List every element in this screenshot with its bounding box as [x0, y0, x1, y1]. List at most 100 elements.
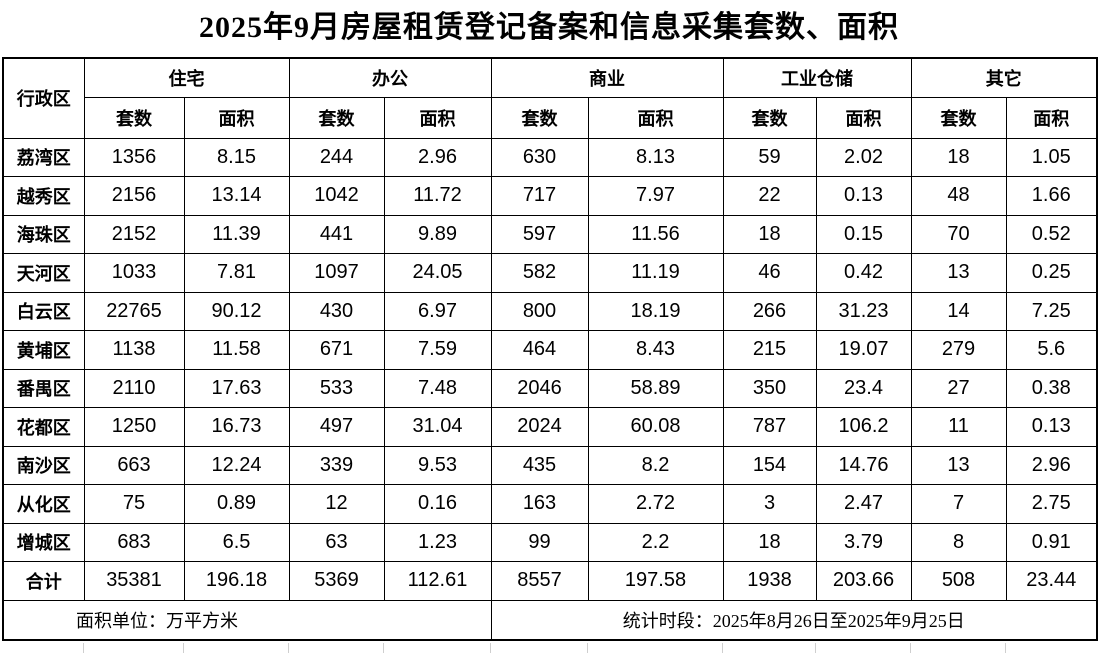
sub-header[interactable]: 面积: [1005, 96, 1098, 139]
value-cell[interactable]: 99: [490, 522, 589, 562]
value-cell[interactable]: 18: [910, 137, 1007, 177]
value-cell[interactable]: 671: [288, 330, 385, 370]
value-cell[interactable]: 11.58: [183, 330, 290, 370]
value-cell[interactable]: 7.81: [183, 253, 290, 293]
group-header[interactable]: 其它: [910, 57, 1098, 98]
value-cell[interactable]: 70: [910, 214, 1007, 254]
value-cell[interactable]: 1138: [83, 330, 185, 370]
value-cell[interactable]: 441: [288, 214, 385, 254]
area-unit-note[interactable]: 面积单位：万平方米: [2, 599, 492, 641]
sub-header[interactable]: 套数: [490, 96, 589, 139]
corner-header-district[interactable]: 行政区: [2, 57, 85, 139]
value-cell[interactable]: 154: [722, 445, 817, 485]
value-cell[interactable]: 22: [722, 176, 817, 216]
value-cell[interactable]: 464: [490, 330, 589, 370]
value-cell[interactable]: 0.13: [1005, 407, 1098, 447]
group-header[interactable]: 办公: [288, 57, 492, 98]
value-cell[interactable]: 508: [910, 561, 1007, 601]
value-cell[interactable]: 717: [490, 176, 589, 216]
value-cell[interactable]: 9.89: [383, 214, 492, 254]
value-cell[interactable]: 7.25: [1005, 291, 1098, 331]
value-cell[interactable]: 203.66: [815, 561, 912, 601]
sub-header[interactable]: 面积: [383, 96, 492, 139]
value-cell[interactable]: 63: [288, 522, 385, 562]
value-cell[interactable]: 2.75: [1005, 484, 1098, 524]
value-cell[interactable]: 14: [910, 291, 1007, 331]
value-cell[interactable]: 1042: [288, 176, 385, 216]
sub-header[interactable]: 面积: [183, 96, 290, 139]
value-cell[interactable]: 11.56: [587, 214, 724, 254]
district-cell[interactable]: 黄埔区: [2, 330, 85, 370]
district-cell[interactable]: 海珠区: [2, 214, 85, 254]
value-cell[interactable]: 9.53: [383, 445, 492, 485]
value-cell[interactable]: 35381: [83, 561, 185, 601]
value-cell[interactable]: 112.61: [383, 561, 492, 601]
value-cell[interactable]: 23.4: [815, 368, 912, 408]
value-cell[interactable]: 0.91: [1005, 522, 1098, 562]
value-cell[interactable]: 22765: [83, 291, 185, 331]
value-cell[interactable]: 6.97: [383, 291, 492, 331]
value-cell[interactable]: 430: [288, 291, 385, 331]
value-cell[interactable]: 2156: [83, 176, 185, 216]
value-cell[interactable]: 23.44: [1005, 561, 1098, 601]
value-cell[interactable]: 19.07: [815, 330, 912, 370]
sub-header[interactable]: 套数: [83, 96, 185, 139]
value-cell[interactable]: 60.08: [587, 407, 724, 447]
value-cell[interactable]: 2.02: [815, 137, 912, 177]
value-cell[interactable]: 7.97: [587, 176, 724, 216]
district-cell[interactable]: 南沙区: [2, 445, 85, 485]
value-cell[interactable]: 0.38: [1005, 368, 1098, 408]
value-cell[interactable]: 533: [288, 368, 385, 408]
value-cell[interactable]: 339: [288, 445, 385, 485]
value-cell[interactable]: 597: [490, 214, 589, 254]
value-cell[interactable]: 7: [910, 484, 1007, 524]
value-cell[interactable]: 630: [490, 137, 589, 177]
value-cell[interactable]: 12.24: [183, 445, 290, 485]
value-cell[interactable]: 13: [910, 445, 1007, 485]
value-cell[interactable]: 16.73: [183, 407, 290, 447]
value-cell[interactable]: 24.05: [383, 253, 492, 293]
value-cell[interactable]: 58.89: [587, 368, 724, 408]
value-cell[interactable]: 3: [722, 484, 817, 524]
district-cell[interactable]: 越秀区: [2, 176, 85, 216]
group-header[interactable]: 住宅: [83, 57, 290, 98]
district-cell[interactable]: 天河区: [2, 253, 85, 293]
value-cell[interactable]: 75: [83, 484, 185, 524]
value-cell[interactable]: 17.63: [183, 368, 290, 408]
sub-header[interactable]: 面积: [587, 96, 724, 139]
total-label-cell[interactable]: 合计: [2, 561, 85, 601]
value-cell[interactable]: 18: [722, 522, 817, 562]
value-cell[interactable]: 13.14: [183, 176, 290, 216]
value-cell[interactable]: 13: [910, 253, 1007, 293]
value-cell[interactable]: 1250: [83, 407, 185, 447]
value-cell[interactable]: 582: [490, 253, 589, 293]
value-cell[interactable]: 2152: [83, 214, 185, 254]
value-cell[interactable]: 1938: [722, 561, 817, 601]
page-title[interactable]: 2025年9月房屋租赁登记备案和信息采集套数、面积: [199, 11, 899, 44]
district-cell[interactable]: 增城区: [2, 522, 85, 562]
value-cell[interactable]: 2.96: [1005, 445, 1098, 485]
district-cell[interactable]: 白云区: [2, 291, 85, 331]
value-cell[interactable]: 2.96: [383, 137, 492, 177]
value-cell[interactable]: 8.13: [587, 137, 724, 177]
value-cell[interactable]: 0.42: [815, 253, 912, 293]
value-cell[interactable]: 0.15: [815, 214, 912, 254]
value-cell[interactable]: 800: [490, 291, 589, 331]
value-cell[interactable]: 2.2: [587, 522, 724, 562]
value-cell[interactable]: 7.59: [383, 330, 492, 370]
value-cell[interactable]: 244: [288, 137, 385, 177]
value-cell[interactable]: 46: [722, 253, 817, 293]
value-cell[interactable]: 1.05: [1005, 137, 1098, 177]
group-header[interactable]: 商业: [490, 57, 724, 98]
value-cell[interactable]: 8.2: [587, 445, 724, 485]
district-cell[interactable]: 从化区: [2, 484, 85, 524]
value-cell[interactable]: 1033: [83, 253, 185, 293]
value-cell[interactable]: 215: [722, 330, 817, 370]
group-header[interactable]: 工业仓储: [722, 57, 912, 98]
district-cell[interactable]: 花都区: [2, 407, 85, 447]
value-cell[interactable]: 196.18: [183, 561, 290, 601]
value-cell[interactable]: 787: [722, 407, 817, 447]
value-cell[interactable]: 2.72: [587, 484, 724, 524]
sub-header[interactable]: 面积: [815, 96, 912, 139]
value-cell[interactable]: 1.23: [383, 522, 492, 562]
